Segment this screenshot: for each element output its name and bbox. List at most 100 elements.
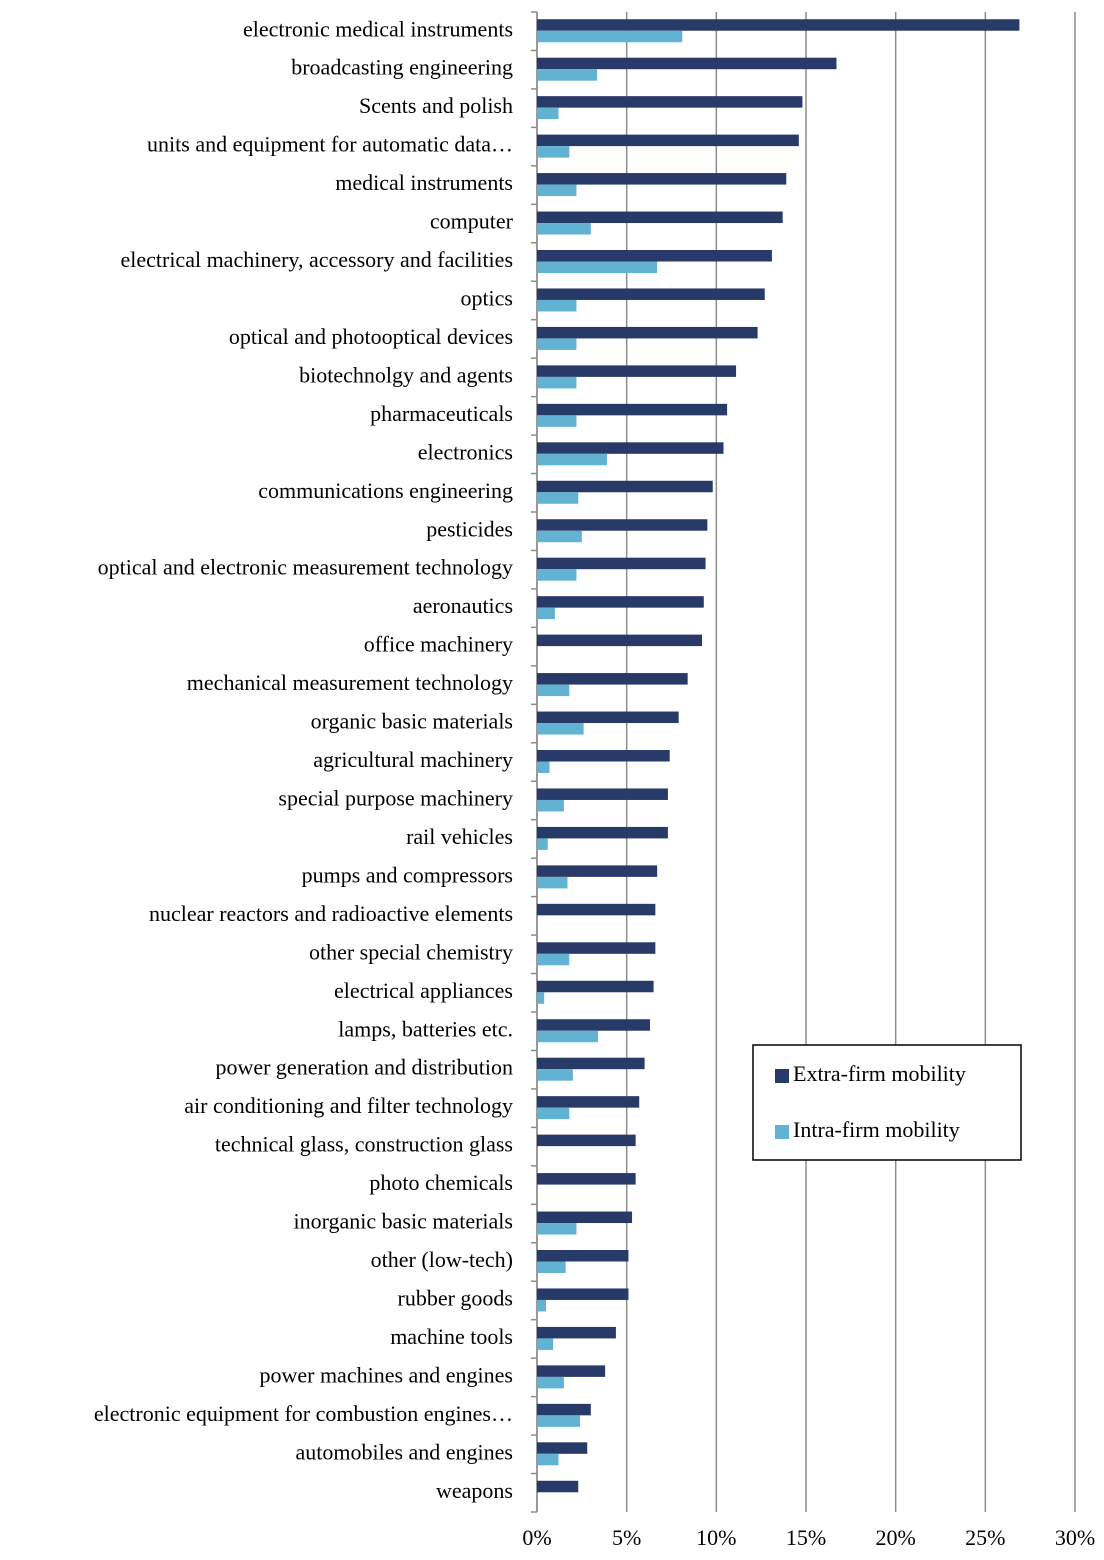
bar [537, 57, 837, 70]
bar [537, 250, 772, 262]
y-tick-label: optical and electronic measurement techn… [98, 555, 513, 580]
bar [537, 134, 799, 147]
bar [537, 761, 550, 773]
bar [537, 1261, 566, 1273]
bar [537, 1250, 629, 1262]
y-tick-label: electronic medical instruments [243, 16, 513, 41]
bar [537, 173, 787, 185]
bar [537, 299, 577, 312]
y-tick-label: inorganic basic materials [293, 1209, 513, 1234]
bar [537, 723, 584, 735]
bar [537, 1442, 588, 1454]
y-tick-label: power generation and distribution [215, 1055, 513, 1080]
y-tick-label: units and equipment for automatic data… [147, 132, 513, 157]
bar [537, 1480, 579, 1493]
legend-label: Extra-firm mobility [793, 1061, 966, 1086]
y-tick-label: aeronautics [413, 593, 513, 618]
bar [537, 799, 564, 812]
x-tick-label: 20% [876, 1525, 916, 1550]
bar [537, 184, 577, 197]
bar [537, 1288, 629, 1300]
y-tick-label: office machinery [364, 632, 513, 657]
y-tick-label: automobiles and engines [295, 1439, 513, 1464]
x-tick-label: 30% [1055, 1525, 1095, 1550]
bar [537, 1338, 554, 1350]
y-tick-label: nuclear reactors and radioactive element… [149, 901, 513, 926]
bar [537, 1453, 559, 1466]
bar [537, 876, 568, 889]
bar [537, 107, 559, 120]
y-tick-label: pharmaceuticals [370, 401, 513, 426]
y-tick-label: power machines and engines [259, 1362, 513, 1387]
bar [537, 1365, 606, 1377]
bar [537, 338, 577, 350]
bar [537, 903, 656, 916]
y-tick-label: air conditioning and filter technology [184, 1093, 513, 1118]
bar [537, 1107, 570, 1120]
bar [537, 788, 668, 800]
x-tick-label: 15% [786, 1525, 826, 1550]
bar [537, 403, 728, 416]
y-tick-label: weapons [436, 1478, 513, 1503]
bar [537, 634, 702, 647]
bar [537, 1376, 564, 1389]
bar [537, 376, 577, 389]
bar [537, 146, 570, 158]
bar [537, 223, 591, 235]
bar [537, 711, 679, 724]
bar [537, 519, 708, 531]
bar [537, 1403, 591, 1416]
bar [537, 211, 783, 224]
x-tick-label: 25% [965, 1525, 1005, 1550]
bar [537, 992, 545, 1004]
bar [537, 980, 654, 993]
y-tick-label: medical instruments [335, 170, 513, 195]
bar [537, 607, 555, 620]
y-tick-label: lamps, batteries etc. [338, 1016, 513, 1041]
bar [537, 96, 803, 108]
bar [537, 1173, 636, 1185]
y-tick-label: organic basic materials [311, 709, 513, 734]
y-tick-label: pesticides [426, 516, 513, 541]
bar [537, 1134, 636, 1147]
y-tick-label: optical and photooptical devices [229, 324, 513, 349]
bar [537, 288, 765, 300]
bar [537, 673, 688, 685]
legend-swatch [775, 1069, 789, 1083]
y-tick-label: electronics [418, 439, 513, 464]
x-tick-label: 0% [522, 1525, 551, 1550]
y-tick-label: Scents and polish [359, 93, 513, 118]
bar [537, 1299, 546, 1312]
bar [537, 442, 724, 454]
bar [537, 596, 704, 608]
bar [537, 1019, 650, 1031]
bar [537, 30, 683, 43]
y-tick-label: rubber goods [398, 1286, 513, 1311]
y-tick-label: computer [430, 209, 514, 234]
legend-swatch [775, 1125, 789, 1139]
y-tick-label: optics [460, 286, 513, 311]
bar [537, 750, 670, 762]
bar [537, 1223, 577, 1235]
y-tick-label: machine tools [390, 1324, 513, 1349]
y-tick-label: electrical machinery, accessory and faci… [120, 247, 513, 272]
y-tick-label: electronic equipment for combustion engi… [94, 1401, 513, 1426]
bar [537, 1415, 581, 1427]
bar [537, 261, 658, 273]
y-tick-label: broadcasting engineering [291, 55, 513, 80]
bar [537, 942, 656, 954]
x-tick-label: 5% [612, 1525, 641, 1550]
bar [537, 1030, 598, 1043]
legend-box [752, 1044, 1022, 1161]
bar [537, 69, 598, 81]
x-tick-label: 10% [696, 1525, 736, 1550]
y-tick-label: special purpose machinery [278, 786, 513, 811]
y-tick-label: rail vehicles [406, 824, 513, 849]
legend-label: Intra-firm mobility [793, 1117, 960, 1142]
bar [537, 453, 607, 466]
bar [537, 826, 668, 839]
bar [537, 1069, 573, 1081]
bar [537, 1211, 633, 1224]
y-tick-label: pumps and compressors [302, 862, 513, 887]
